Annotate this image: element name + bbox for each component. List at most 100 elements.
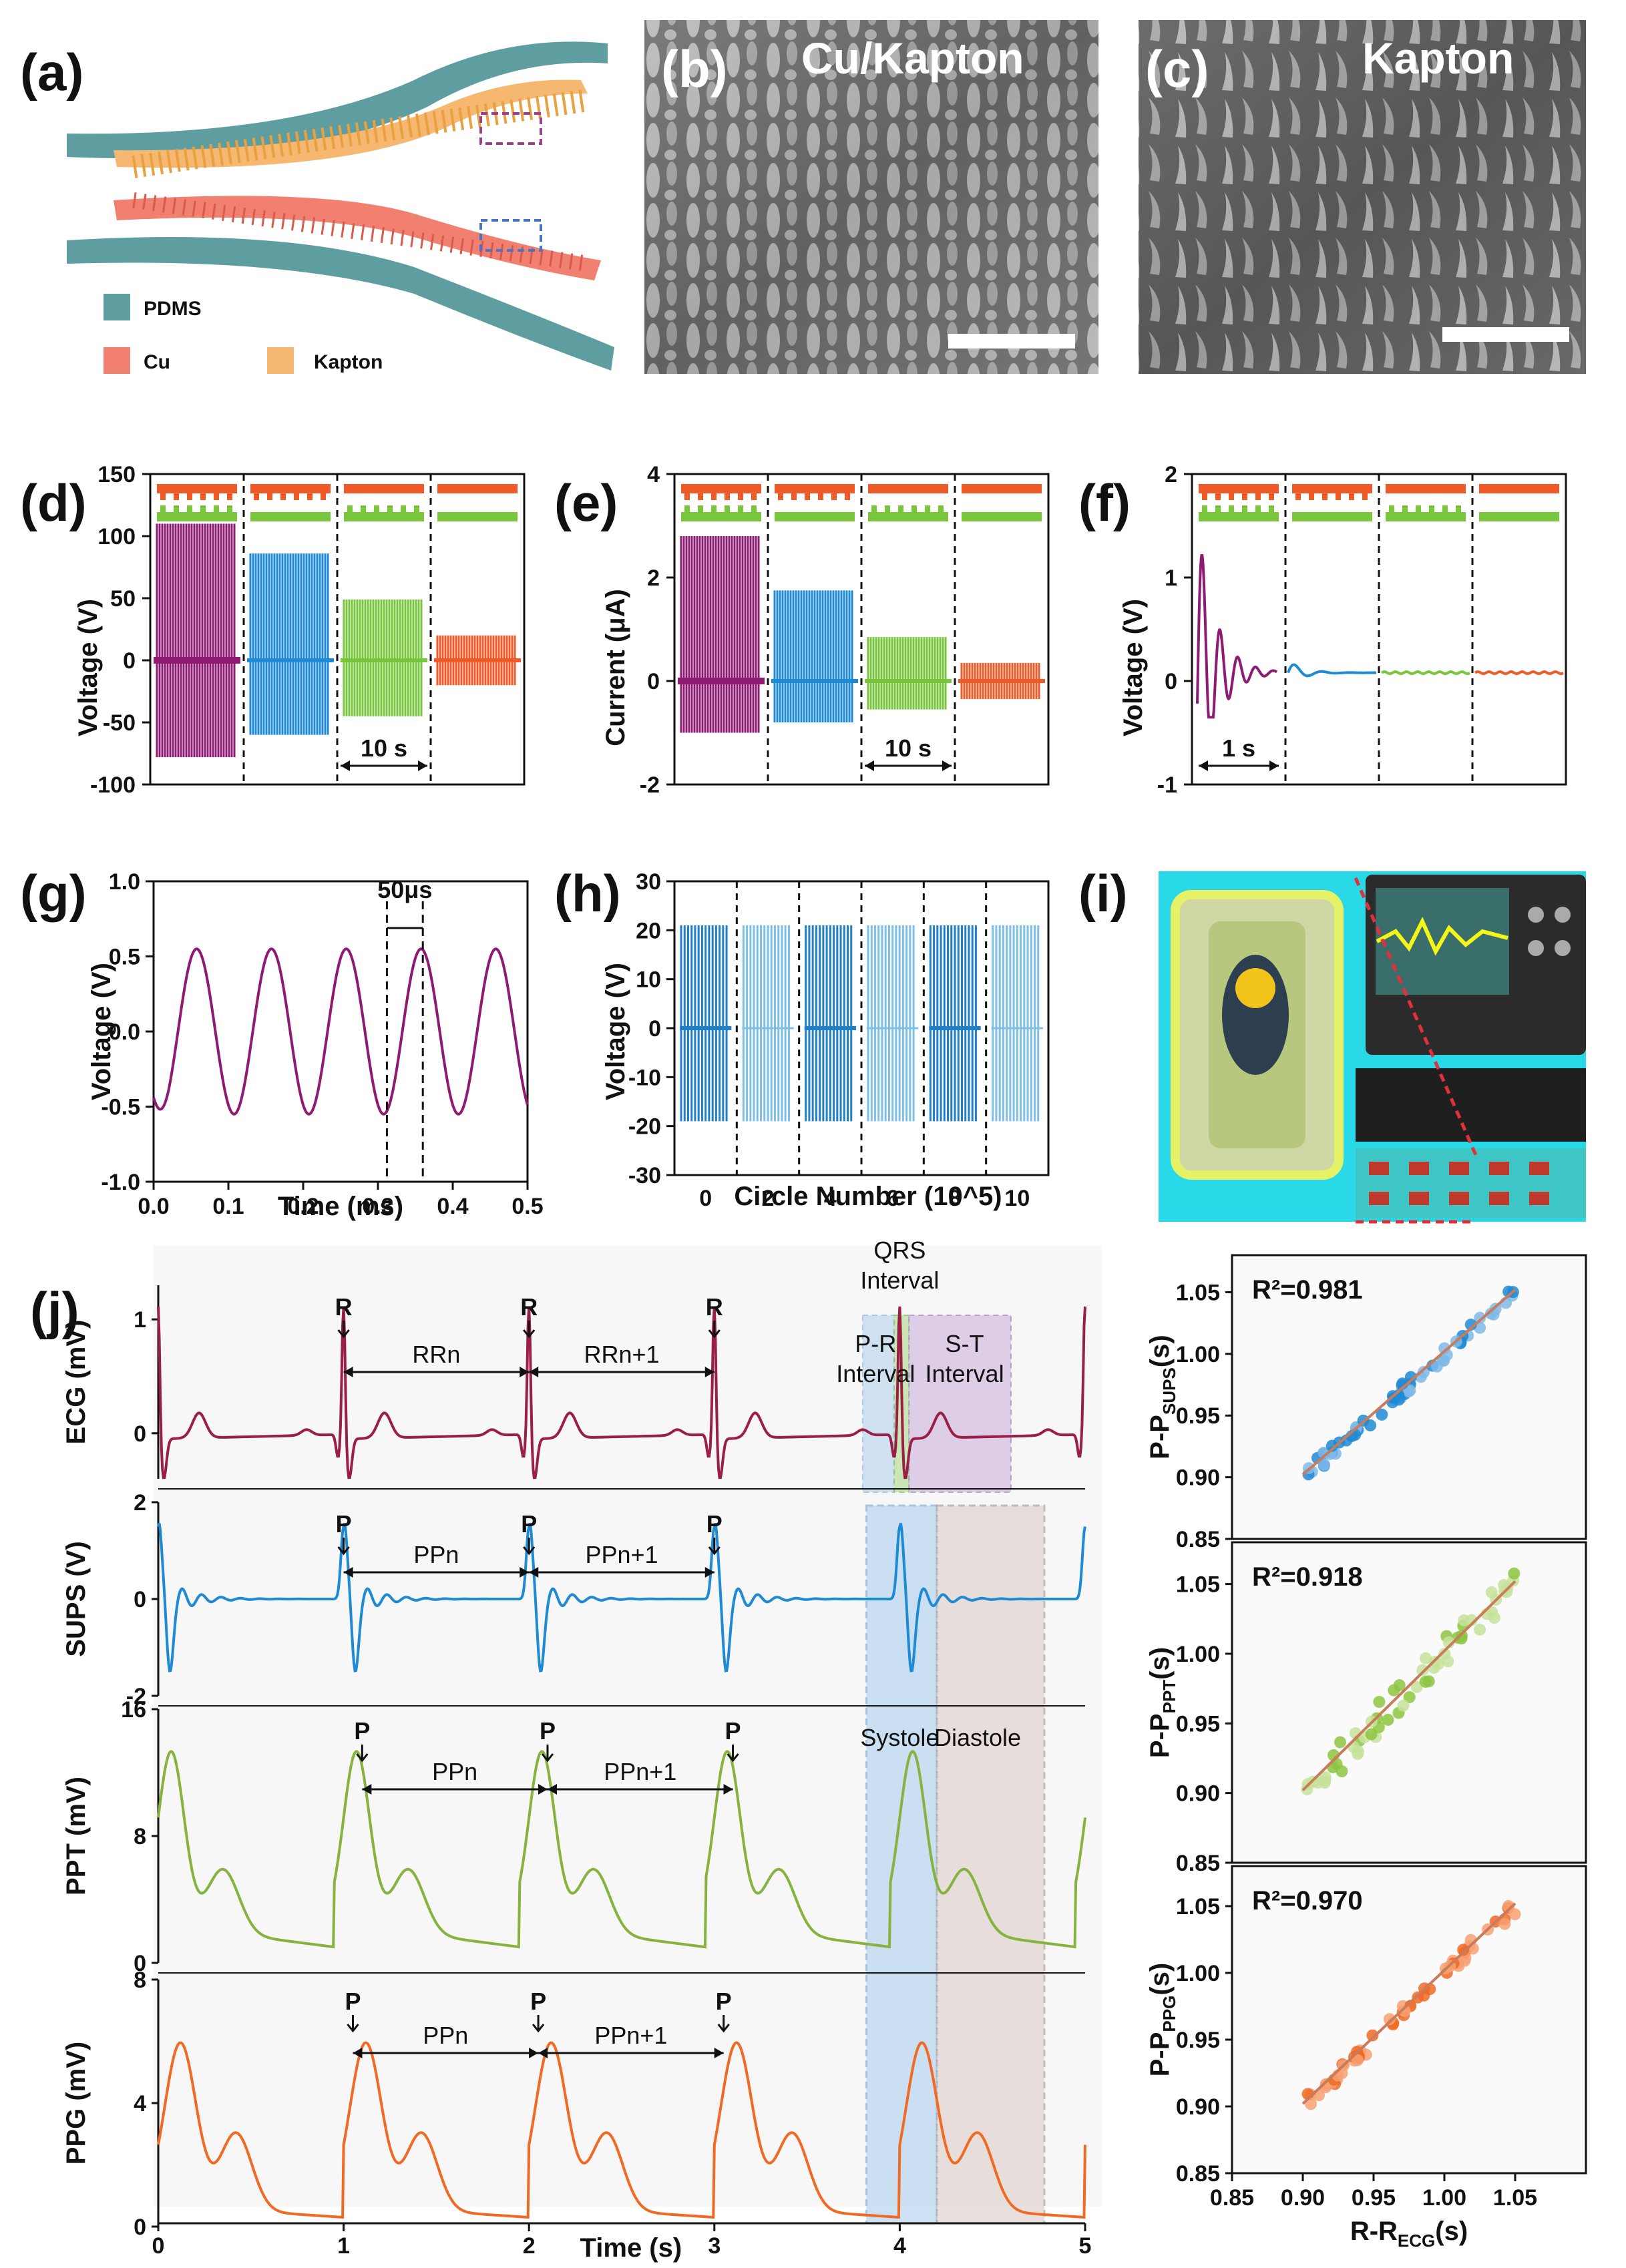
fit-line (1301, 1289, 1516, 1476)
g-ylabel: Voltage (V) (87, 963, 116, 1100)
scatter-panels: 1.051.000.950.900.85R²=0.981P-PSUPS(s)1.… (1145, 1254, 1587, 2251)
period-label: 50μs (377, 876, 432, 903)
electrode-top-bar (437, 484, 518, 493)
electrode-bottom-tooth (414, 505, 419, 512)
legend-swatch-cu (104, 347, 130, 374)
y-tick-label: 8 (134, 1824, 146, 1849)
cycle-block-0 (680, 925, 728, 1122)
time-marker-label: 1 s (1222, 734, 1255, 762)
y-tick-label: 1 (134, 1307, 146, 1333)
scatter-point (1403, 1690, 1416, 1703)
electrode-top-tooth (698, 493, 703, 500)
d-ylabel: Voltage (V) (73, 599, 103, 736)
y-tick-label: 0 (134, 1951, 146, 1976)
time-marker-arrows (1199, 760, 1279, 771)
electrode-top-tooth (791, 493, 797, 500)
diastole-label: Diastole (934, 1724, 1021, 1751)
x-tick-label: 4 (893, 2233, 906, 2259)
electrode-top-tooth (267, 493, 272, 500)
panel-label-h: (h) (554, 864, 621, 923)
electrode-top-tooth (818, 493, 823, 500)
electrode-top-tooth (1215, 493, 1221, 500)
electrode-top-tooth (738, 493, 743, 500)
y-tick-label: 1.00 (1176, 1961, 1220, 1986)
y-tick-label: 100 (97, 524, 136, 549)
electrode-bottom-tooth (885, 505, 890, 512)
series-f-first (1196, 553, 1277, 719)
qrs-label-2: Interval (860, 1267, 939, 1294)
electrode-icon (344, 484, 424, 521)
electrode-top-tooth (200, 493, 206, 500)
y-tick-label: 30 (636, 869, 661, 895)
scatter-ylabel: P-PPPG(s) (1145, 1963, 1179, 2077)
y-tick-label: 4 (647, 462, 660, 487)
ppg-interval-label: PPn+1 (594, 2022, 667, 2049)
y-tick-label: -10 (628, 1065, 661, 1090)
electrode-bottom-tooth (1242, 505, 1247, 512)
x-tick-label: 1.05 (1493, 2185, 1537, 2211)
electrode-bottom-bar (1292, 512, 1372, 521)
scatter-point (1458, 1614, 1470, 1626)
scale-bar-c (1442, 327, 1569, 342)
electrode-bottom-tooth (1269, 505, 1274, 512)
pdms-top-layer (67, 41, 608, 159)
x-tick-label: 0.95 (1352, 2185, 1396, 2211)
x-tick-label: 1 (337, 2233, 350, 2259)
electrode-top-tooth (254, 493, 259, 500)
electrode-top-tooth (845, 493, 850, 500)
x-tick-label: 0.1 (212, 1194, 244, 1219)
series-segment2 (773, 590, 853, 722)
scatter-point (1416, 1664, 1429, 1676)
electrode-top-tooth (160, 493, 166, 500)
scatter-point (1366, 2029, 1379, 2042)
ppt-peak-arrow (356, 1745, 369, 1763)
y-tick-label: 0.95 (1176, 1711, 1220, 1737)
qrs-label: QRS (873, 1236, 926, 1264)
scatter-point (1388, 1684, 1400, 1696)
scatter-point (1457, 1944, 1470, 1956)
scatter-point (1474, 1623, 1486, 1636)
scatter-point (1336, 1765, 1348, 1778)
electrode-bottom-tooth (738, 505, 743, 512)
e-ylabel: Current (μA) (601, 589, 630, 746)
electrode-bottom-tooth (698, 505, 703, 512)
electrode-bottom-tooth (1429, 505, 1434, 512)
electrode-top-bar (250, 484, 331, 493)
electrode-icon (1292, 484, 1372, 521)
scatter-frame (1231, 1865, 1587, 2175)
y-tick-label: 1.0 (109, 869, 140, 895)
st-interval-box (908, 1315, 1012, 1493)
y-tick-label: 8 (134, 1968, 146, 1993)
scatter-panel-1: 1.05 1.00 0.95 0.90 0.85 R²=0.918 P-PPPT(s) (1145, 1541, 1587, 1876)
y-tick-label: -1 (1157, 772, 1177, 798)
sups-peak-label: P (706, 1510, 723, 1538)
sups-trace (157, 1522, 1086, 1672)
x-tick-label: 8 (949, 1186, 962, 1211)
electrode-top-tooth (725, 493, 730, 500)
electrode-bottom-tooth (374, 505, 379, 512)
legend-swatch-kapton (267, 347, 294, 374)
x-tick-label: 0 (699, 1186, 712, 1211)
cycle-block-2 (742, 925, 790, 1122)
x-tick-label: 0.85 (1210, 2185, 1254, 2211)
y-tick-label: 1.05 (1176, 1894, 1220, 1919)
electrode-top-bar (868, 484, 948, 493)
electrode-top-tooth (1349, 493, 1354, 500)
sups-peak-arrow (708, 1538, 721, 1556)
electrode-top-tooth (1336, 493, 1341, 500)
time-marker-arrows (341, 760, 427, 771)
kapton-top-layer (114, 79, 588, 168)
cu-pillars (132, 192, 589, 272)
sups-ylabel: SUPS (V) (61, 1541, 91, 1656)
scatter-point (1508, 1908, 1521, 1921)
pr-interval-box (861, 1315, 895, 1493)
r2-label: R²=0.918 (1252, 1562, 1363, 1592)
sem-title-cu-kapton: Cu/Kapton (801, 33, 1024, 83)
electrode-top-bar (1199, 484, 1279, 493)
electrode-bottom-tooth (160, 505, 166, 512)
y-tick-label: 4 (134, 2091, 146, 2116)
scatter-ylabel: P-PPPT(s) (1145, 1647, 1179, 1758)
electrode-top-tooth (227, 493, 232, 500)
x-tick-label: 10 (1004, 1186, 1030, 1211)
photo-laptop (1356, 1068, 1586, 1142)
